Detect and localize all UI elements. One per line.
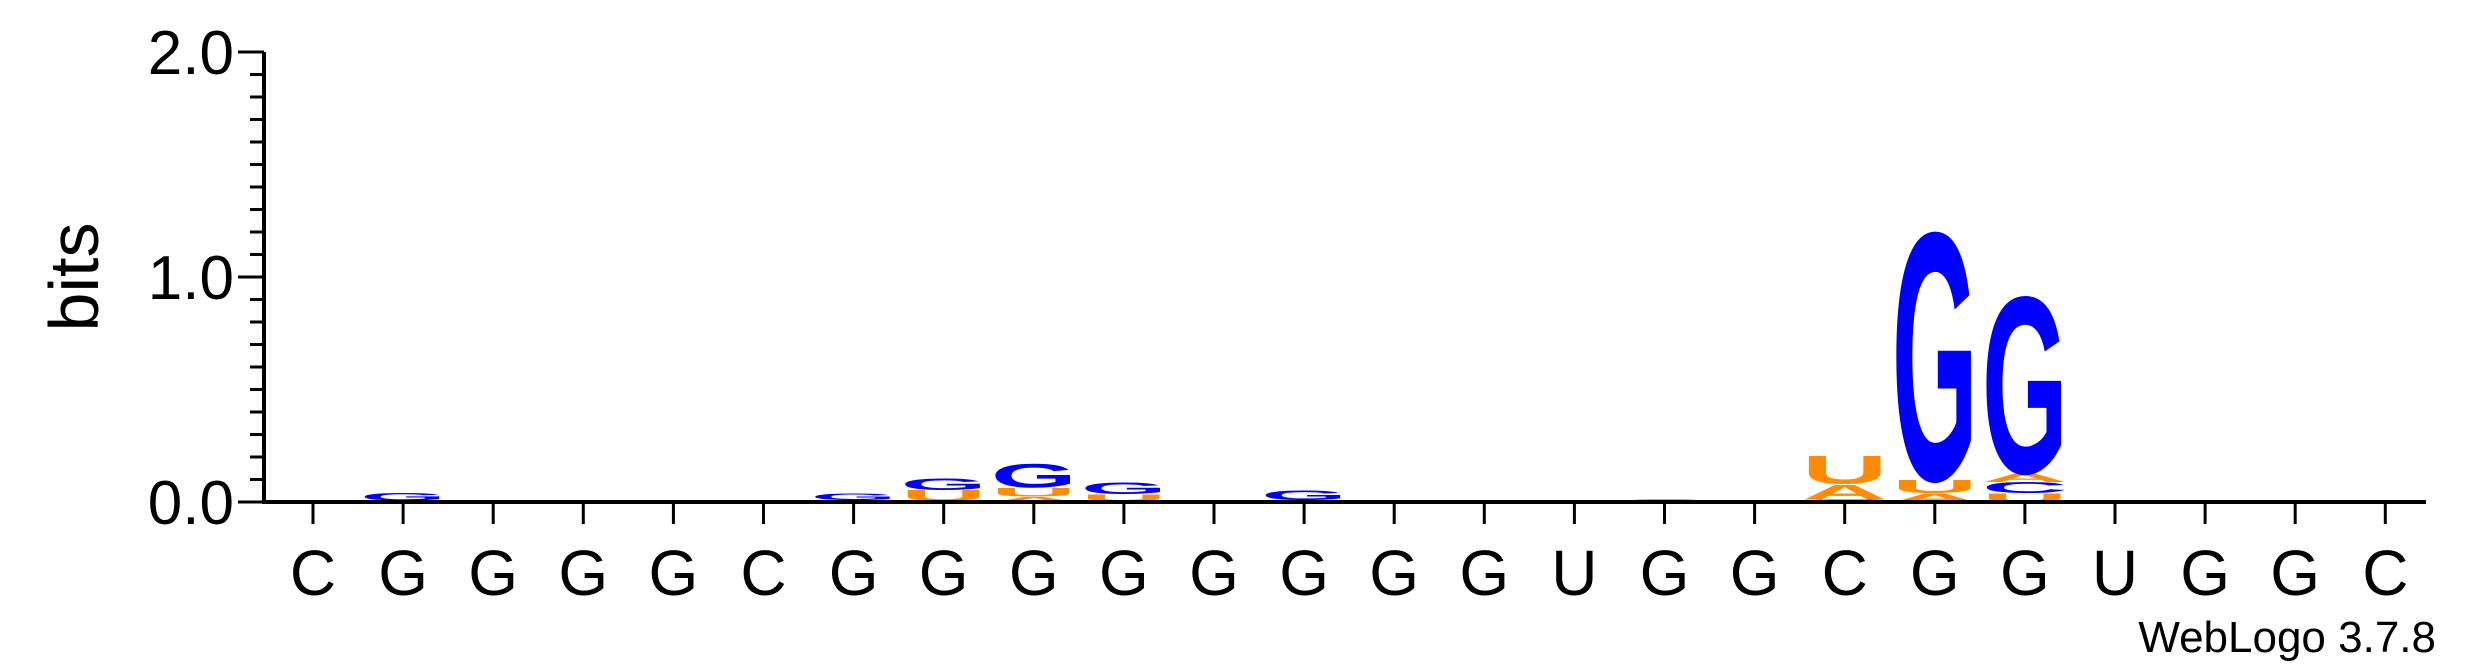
logo-letter-G: G	[1261, 488, 1347, 504]
y-axis-label: bits	[35, 223, 113, 332]
x-tick-label: C	[290, 537, 336, 609]
logo-letter-U: U	[1802, 447, 1888, 492]
x-tick-label: G	[1009, 537, 1059, 609]
x-tick-label: G	[829, 537, 879, 609]
weblogo-credit: WebLogo 3.7.8	[2138, 613, 2436, 662]
logo-letter-G: G	[1081, 479, 1167, 498]
logo-letter-U: U	[991, 485, 1077, 499]
logo-letter-G: G	[1892, 158, 1978, 555]
x-tick-label: G	[2180, 537, 2230, 609]
logo-letter-G: G	[991, 457, 1077, 495]
logo-letter-G: G	[360, 491, 446, 503]
logo-letter-G: G	[901, 474, 987, 493]
logo-letter-U: U	[1892, 476, 1978, 497]
x-tick-label: G	[1459, 537, 1509, 609]
x-tick-label: C	[2362, 537, 2408, 609]
letter-stacks: UGGUAGAUGAUGAUGAUGGCAUAUGUCAG	[360, 158, 2068, 555]
x-tick-label: G	[1640, 537, 1690, 609]
x-tick-label: U	[1551, 537, 1597, 609]
x-tick-label: G	[2000, 537, 2050, 609]
logo-letter-G: G	[811, 491, 897, 501]
x-tick-label: G	[1369, 537, 1419, 609]
x-tick-label: G	[1910, 537, 1960, 609]
logo-letter-A: A	[991, 495, 1077, 504]
logo-letter-A: A	[1802, 480, 1888, 504]
y-tick-label: 1.0	[148, 244, 234, 313]
logo-letter-A: A	[1982, 471, 2068, 485]
y-tick-label: 2.0	[148, 19, 234, 88]
y-tick-label: 0.0	[148, 469, 234, 538]
x-tick-label: C	[1822, 537, 1868, 609]
logo-letter-U: U	[1081, 493, 1167, 503]
logo-letter-C: C	[1982, 479, 2068, 496]
x-tick-label: U	[2092, 537, 2138, 609]
x-tick-label: G	[1730, 537, 1780, 609]
y-ticks: 0.0 1.0 2.0	[148, 19, 264, 538]
x-tick-label: G	[1279, 537, 1329, 609]
logo-letter-G: G	[1982, 245, 2068, 528]
x-tick-label: C	[740, 537, 786, 609]
x-tick-label: G	[2270, 537, 2320, 609]
x-tick-label: G	[378, 537, 428, 609]
x-tick-label: G	[1099, 537, 1149, 609]
x-tick-label: G	[649, 537, 699, 609]
x-tick-label: G	[558, 537, 608, 609]
x-tick-label: G	[468, 537, 518, 609]
x-tick-label: G	[919, 537, 969, 609]
x-tick-label: G	[1189, 537, 1239, 609]
